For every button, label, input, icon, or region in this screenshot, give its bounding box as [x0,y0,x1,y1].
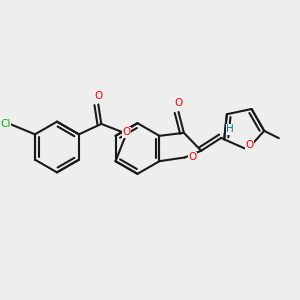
Text: O: O [94,91,102,100]
Text: O: O [174,98,183,108]
Text: O: O [245,140,254,150]
Text: O: O [122,127,130,137]
Text: Cl: Cl [0,119,11,129]
Text: H: H [226,124,234,134]
Text: O: O [188,152,196,163]
